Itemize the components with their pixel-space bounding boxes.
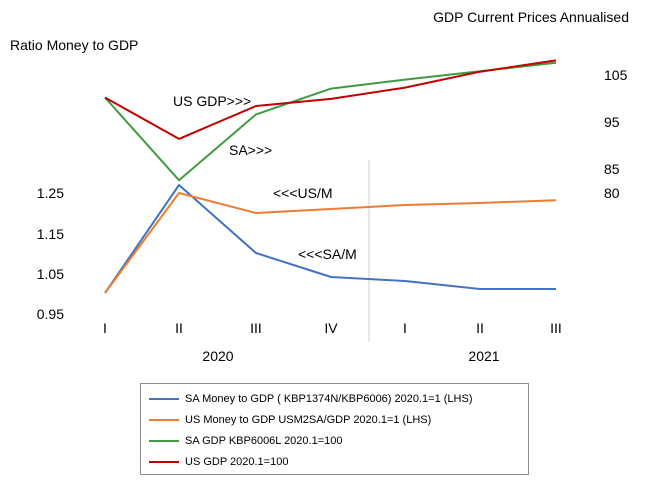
us-money-to-gdp-line [104, 192, 557, 294]
right-tick-label: 105 [604, 67, 628, 83]
year-labels: 2020 2021 [202, 348, 499, 364]
x-tick-label: IV [324, 320, 338, 336]
legend-swatch [149, 440, 179, 443]
legend-item-sa-gdp: SA GDP KBP6006L 2020.1=100 [149, 431, 528, 452]
x-tick-label: III [550, 320, 562, 336]
annotation-sa-gdp: SA>>> [229, 142, 272, 158]
legend-item-sa-money: SA Money to GDP ( KBP1374N/KBP6006) 2020… [149, 389, 528, 410]
legend-label: SA Money to GDP ( KBP1374N/KBP6006) 2020… [185, 393, 473, 405]
left-tick-label: 1.25 [37, 185, 64, 201]
series-lines [104, 59, 557, 294]
x-tick-label: I [103, 320, 107, 336]
left-axis-ticks: 1.25 1.15 1.05 0.95 [37, 185, 64, 322]
right-tick-label: 85 [604, 161, 620, 177]
left-axis-title: Ratio Money to GDP [10, 37, 138, 53]
right-axis-ticks: 105 95 85 80 [604, 67, 628, 201]
legend: SA Money to GDP ( KBP1374N/KBP6006) 2020… [140, 383, 529, 475]
x-tick-label: I [403, 320, 407, 336]
x-tick-label: III [250, 320, 262, 336]
sa-gdp-line [104, 61, 557, 182]
year-label: 2021 [468, 348, 499, 364]
right-tick-label: 80 [604, 185, 620, 201]
legend-swatch [149, 461, 179, 464]
legend-swatch [149, 419, 179, 422]
annotations: US GDP>>> SA>>> <<<US/M <<<SA/M [173, 93, 357, 262]
left-tick-label: 1.05 [37, 266, 64, 282]
category-labels: I II III IV I II III [103, 320, 562, 336]
legend-label: US GDP 2020.1=100 [185, 456, 289, 468]
annotation-us-gdp: US GDP>>> [173, 93, 251, 109]
us-gdp-line [104, 59, 557, 140]
legend-label: US Money to GDP USM2SA/GDP 2020.1=1 (LHS… [185, 414, 432, 426]
annotation-us-money: <<<US/M [273, 185, 333, 201]
legend-label: SA GDP KBP6006L 2020.1=100 [185, 435, 343, 447]
x-tick-label: II [476, 320, 484, 336]
sa-money-to-gdp-line [104, 184, 556, 294]
right-axis-title: GDP Current Prices Annualised [433, 9, 629, 25]
annotation-sa-money: <<<SA/M [298, 246, 357, 262]
left-tick-label: 0.95 [37, 306, 64, 322]
x-tick-label: II [175, 320, 183, 336]
year-label: 2020 [202, 348, 233, 364]
legend-swatch [149, 398, 179, 401]
legend-item-us-money: US Money to GDP USM2SA/GDP 2020.1=1 (LHS… [149, 410, 528, 431]
legend-item-us-gdp: US GDP 2020.1=100 [149, 452, 528, 473]
right-tick-label: 95 [604, 114, 620, 130]
left-tick-label: 1.15 [37, 226, 64, 242]
